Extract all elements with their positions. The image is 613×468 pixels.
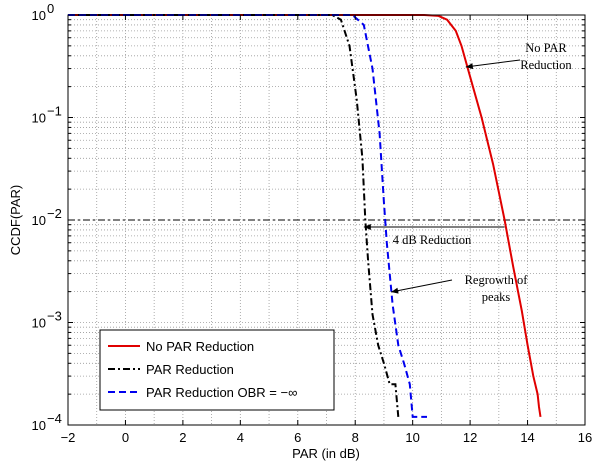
y-tick-exponent: −4 (47, 411, 62, 426)
legend-label: PAR Reduction (146, 362, 234, 377)
y-tick-label: 10 (32, 111, 46, 126)
annotation-no-par-reduction: No PAR (525, 41, 567, 55)
annotation-arrow (391, 279, 453, 293)
x-tick-label: 0 (122, 430, 129, 445)
x-tick-labels: −2 0 2 4 6 8 10 12 14 16 (61, 430, 593, 445)
y-tick-exponent: 0 (47, 1, 54, 16)
annotation-arrowhead (465, 63, 474, 70)
x-tick-label: 14 (520, 430, 534, 445)
y-tick-exponent: −2 (47, 206, 62, 221)
legend-label: No PAR Reduction (146, 339, 254, 354)
legend: No PAR Reduction PAR Reduction PAR Reducti… (99, 329, 335, 411)
legend-label: PAR Reduction OBR = −∞ (146, 385, 297, 400)
x-tick-label: 16 (578, 430, 592, 445)
x-tick-label: 12 (463, 430, 477, 445)
series-line-2 (68, 14, 400, 417)
y-tick-label: 10 (32, 418, 46, 433)
y-tick-label: 10 (32, 213, 46, 228)
x-tick-label: 2 (179, 430, 186, 445)
y-axis-label: CCDF(PAR) (8, 185, 23, 256)
annotation-regrowth-of-peaks: peaks (482, 290, 511, 304)
x-tick-label: 10 (405, 430, 419, 445)
series-lines (68, 14, 542, 418)
x-axis-label: PAR (in dB) (292, 446, 360, 461)
annotation-regrowth-of-peaks: Regrowth of (465, 273, 529, 287)
annotation-no-par-reduction: Reduction (520, 58, 572, 72)
annotations: No PAR Reduction 4 dB Reduction Regrowth of… (363, 41, 572, 304)
x-tick-label: 6 (294, 430, 301, 445)
axis-ticks (67, 14, 586, 426)
annotation-4db-reduction: 4 dB Reduction (393, 233, 472, 247)
y-tick-exponent: −1 (47, 104, 62, 119)
series-line-1 (68, 14, 542, 418)
series-line-3 (68, 14, 427, 418)
x-tick-label: −2 (61, 430, 76, 445)
annotation-arrowhead (391, 287, 399, 294)
y-tick-label: 10 (32, 316, 46, 331)
y-tick-label: 10 (32, 8, 46, 23)
x-tick-label: 8 (352, 430, 359, 445)
x-tick-label: 4 (237, 430, 244, 445)
annotation-arrow (465, 59, 521, 68)
annotation-arrowhead (363, 224, 371, 230)
y-tick-exponent: −3 (47, 309, 62, 324)
